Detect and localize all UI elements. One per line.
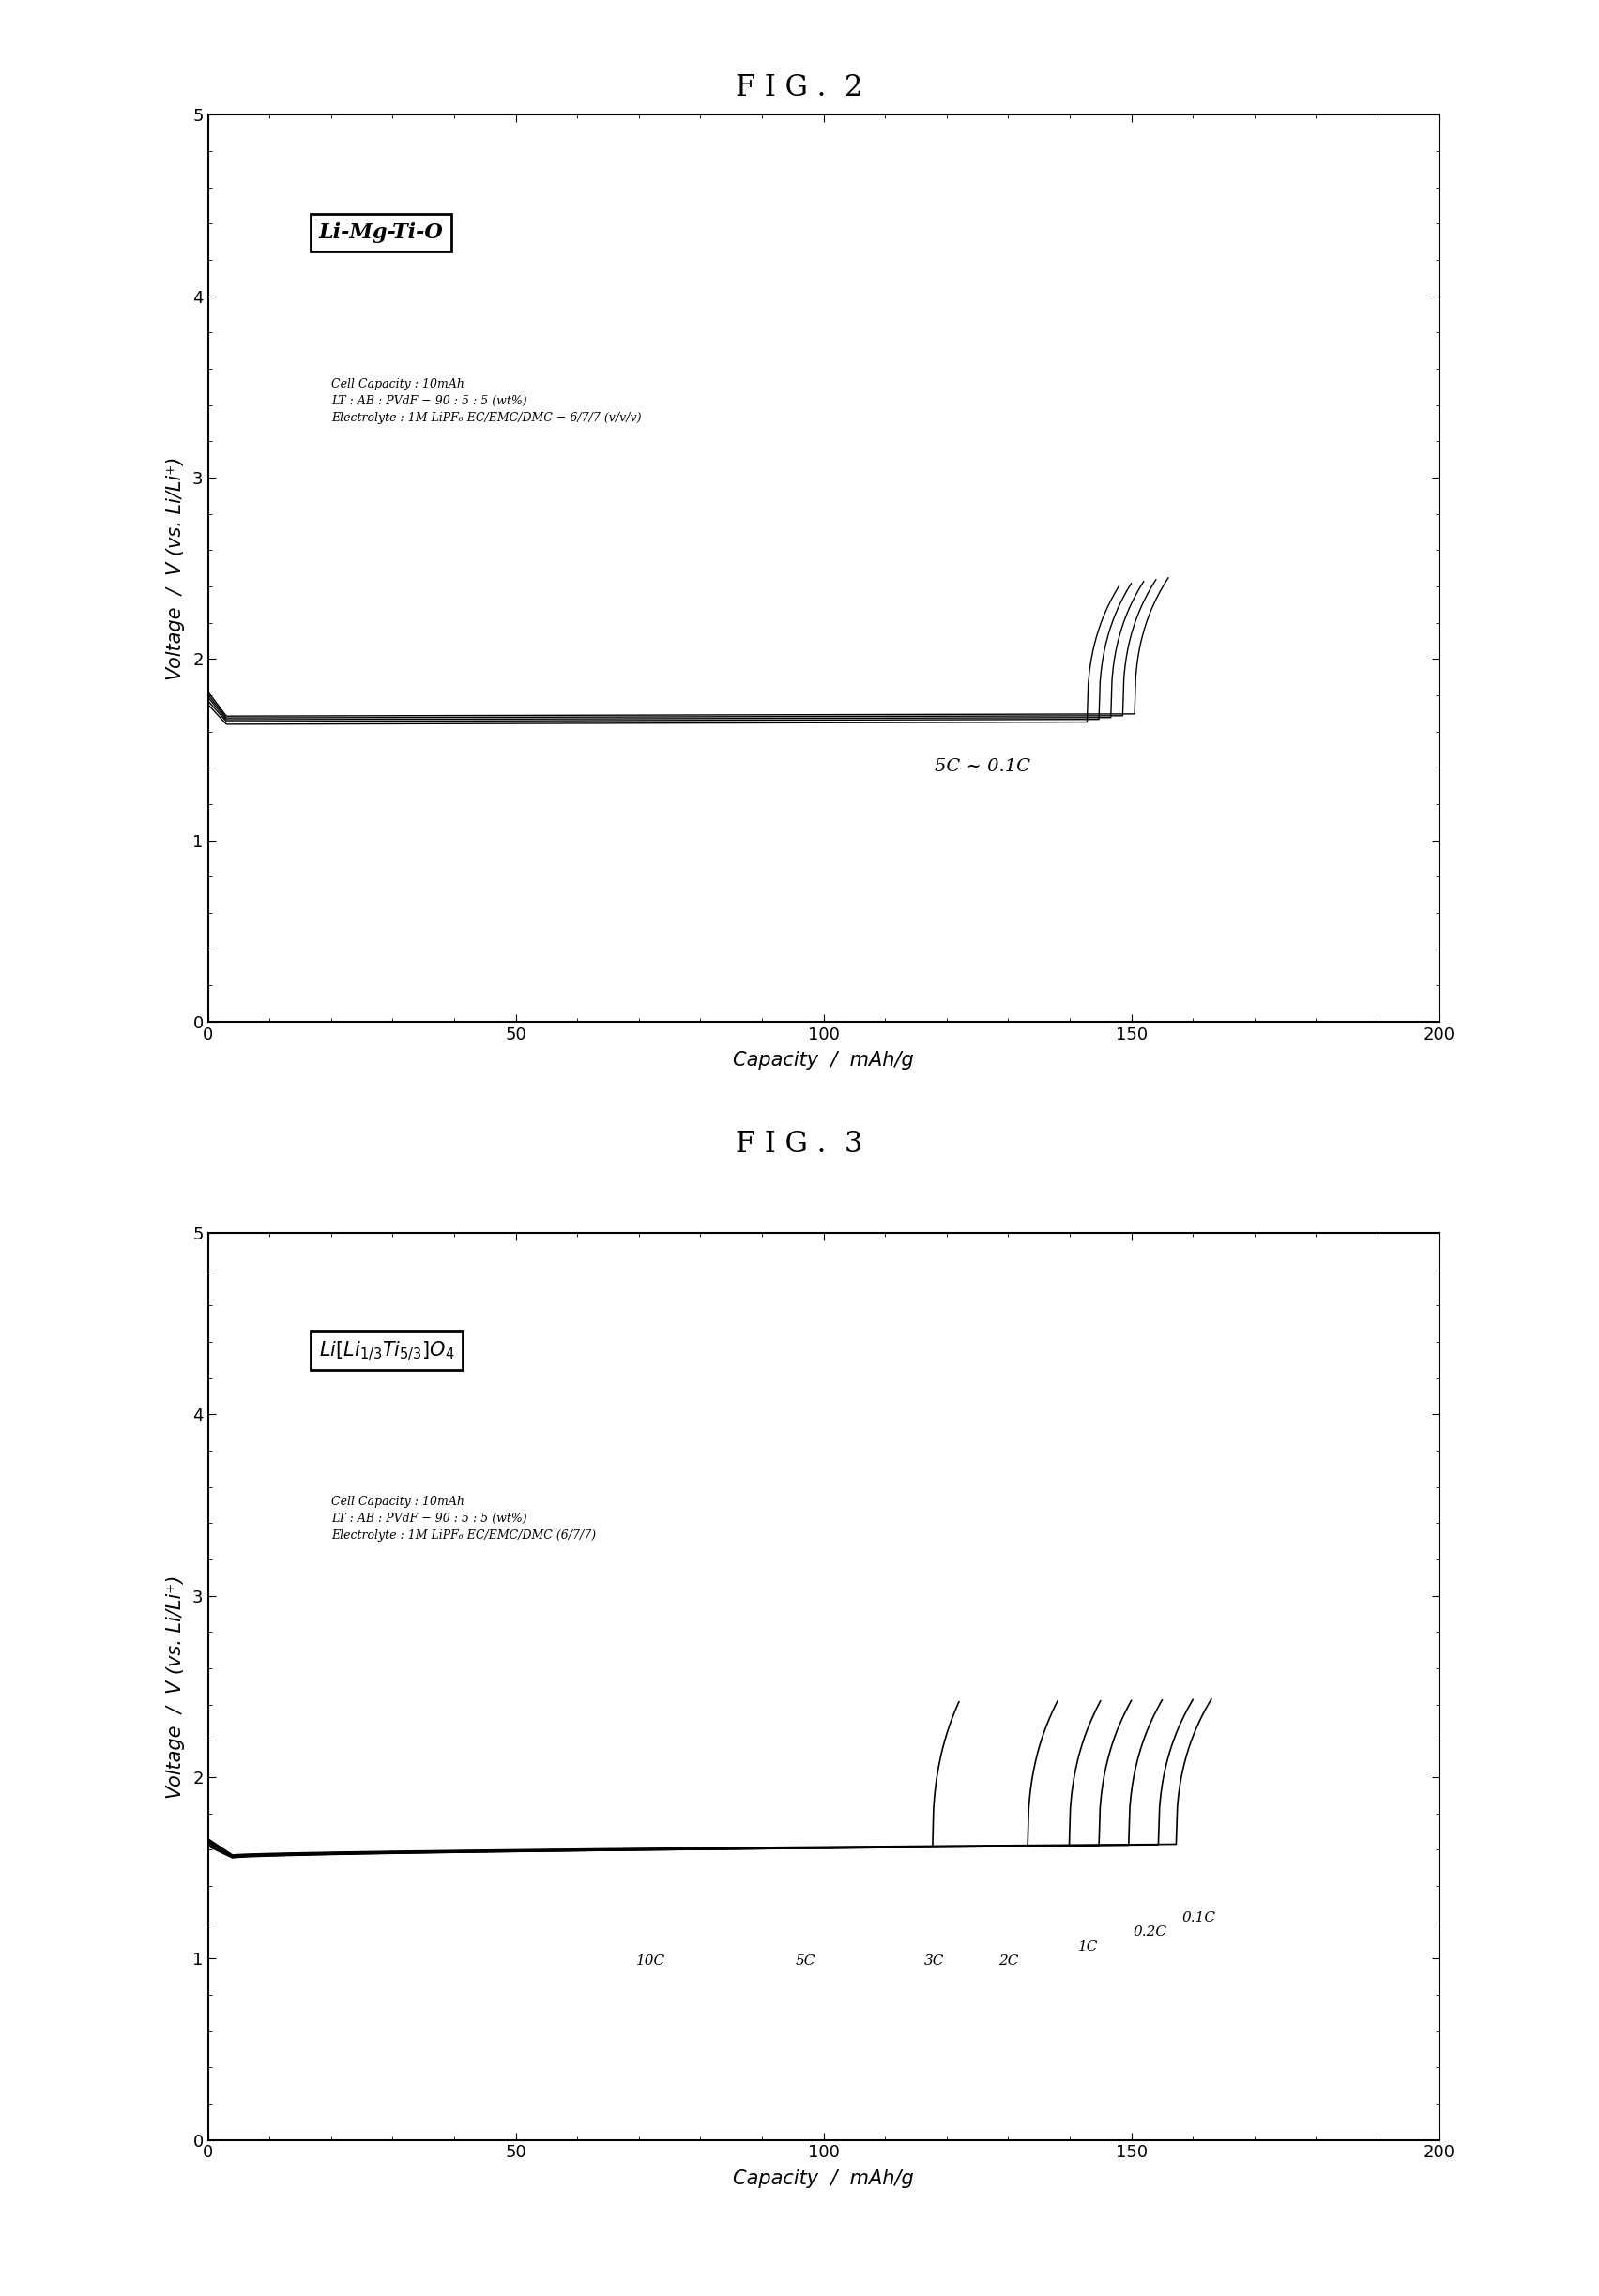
Text: 0.1C: 0.1C [1182, 1910, 1215, 1924]
Y-axis label: Voltage  /  V (vs. Li/Li⁺): Voltage / V (vs. Li/Li⁺) [166, 1575, 185, 1798]
X-axis label: Capacity  /  mAh/g: Capacity / mAh/g [732, 1052, 915, 1070]
Text: Cell Capacity : 10mAh
LT : AB : PVdF − 90 : 5 : 5 (wt%)
Electrolyte : 1M LiPF₆ E: Cell Capacity : 10mAh LT : AB : PVdF − 9… [331, 1497, 596, 1543]
X-axis label: Capacity  /  mAh/g: Capacity / mAh/g [732, 2170, 915, 2188]
Text: 5C ~ 0.1C: 5C ~ 0.1C [934, 758, 1030, 776]
Y-axis label: Voltage  /  V (vs. Li/Li⁺): Voltage / V (vs. Li/Li⁺) [166, 457, 185, 680]
Text: 0.2C: 0.2C [1132, 1926, 1167, 1940]
Text: 10C: 10C [636, 1954, 665, 1968]
Text: 2C: 2C [998, 1954, 1019, 1968]
Text: F I G .  3: F I G . 3 [736, 1130, 863, 1159]
Text: F I G .  2: F I G . 2 [736, 73, 863, 103]
Text: Cell Capacity : 10mAh
LT : AB : PVdF − 90 : 5 : 5 (wt%)
Electrolyte : 1M LiPF₆ E: Cell Capacity : 10mAh LT : AB : PVdF − 9… [331, 379, 641, 425]
Text: $Li[Li_{1/3}Ti_{5/3}]O_4$: $Li[Li_{1/3}Ti_{5/3}]O_4$ [318, 1339, 454, 1362]
Text: 5C: 5C [795, 1954, 815, 1968]
Text: Li-Mg-Ti-O: Li-Mg-Ti-O [318, 223, 443, 243]
Text: 3C: 3C [924, 1954, 945, 1968]
Text: 1C: 1C [1078, 1940, 1099, 1954]
